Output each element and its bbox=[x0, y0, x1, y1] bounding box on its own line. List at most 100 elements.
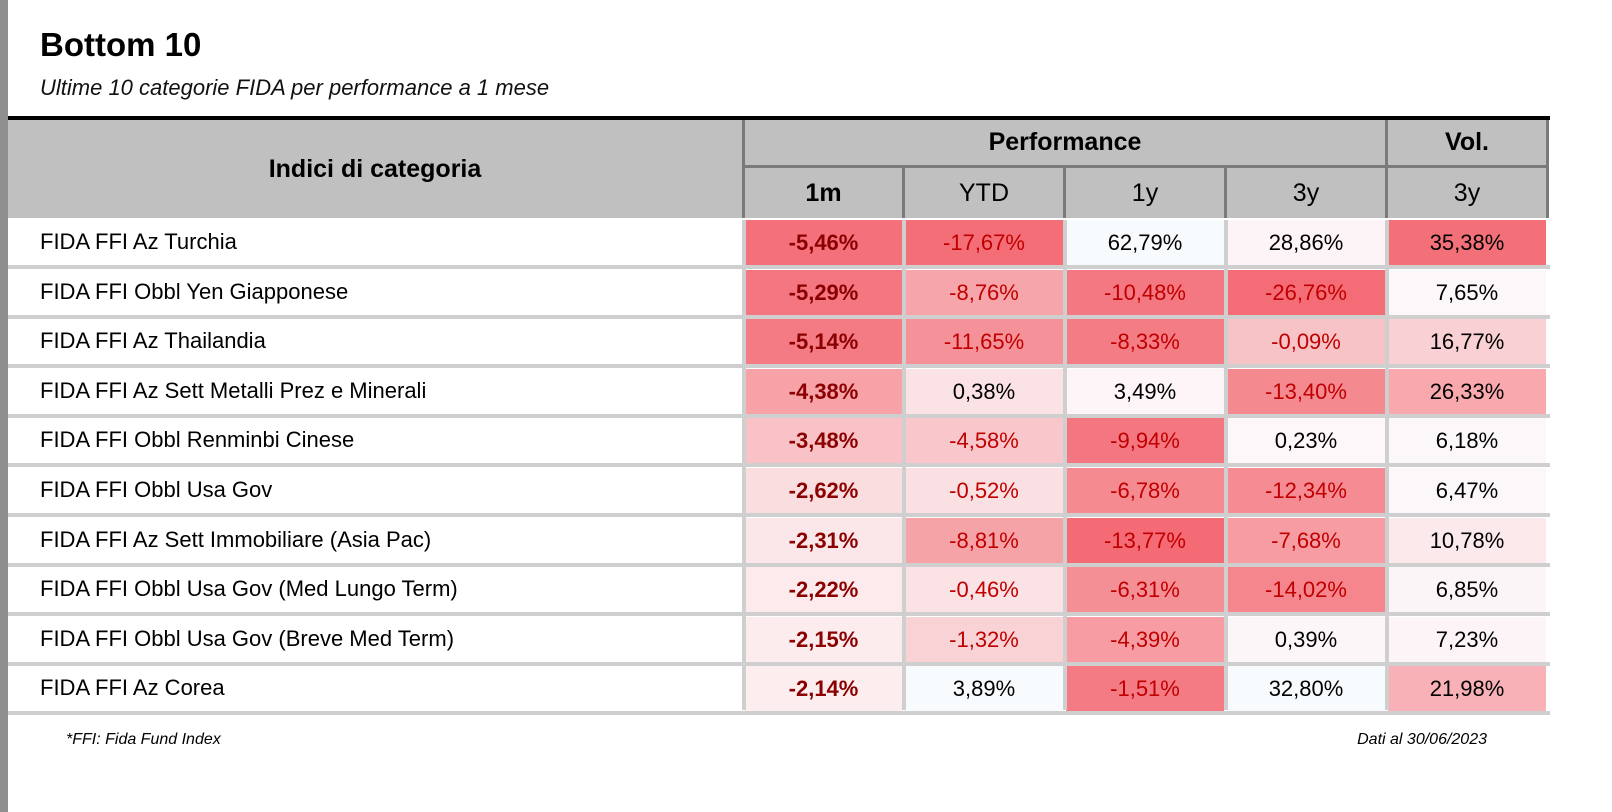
row-divider bbox=[8, 463, 1550, 467]
table-cell: -2,31% bbox=[745, 518, 902, 563]
table-cell: -4,39% bbox=[1066, 617, 1224, 662]
table-cell: -11,65% bbox=[905, 319, 1063, 364]
table-cell: -26,76% bbox=[1227, 270, 1385, 315]
row-divider bbox=[8, 265, 1550, 269]
row-divider bbox=[8, 711, 1550, 715]
table-cell: -1,32% bbox=[905, 617, 1063, 662]
col-header-3y-label: 3y bbox=[1292, 178, 1320, 207]
table-cell: -5,46% bbox=[745, 220, 902, 265]
column-divider bbox=[742, 220, 746, 710]
table-cell: -14,02% bbox=[1227, 567, 1385, 612]
table-cell: -2,15% bbox=[745, 617, 902, 662]
row-divider bbox=[8, 662, 1550, 666]
table-cell: -13,77% bbox=[1066, 518, 1224, 563]
table-cell: 28,86% bbox=[1227, 220, 1385, 265]
row-divider bbox=[8, 315, 1550, 319]
row-label: FIDA FFI Az Corea bbox=[40, 675, 225, 700]
row-label: FIDA FFI Obbl Usa Gov (Breve Med Term) bbox=[40, 626, 455, 651]
col-header-ytd: YTD bbox=[905, 168, 1063, 218]
table-cell: -4,38% bbox=[745, 369, 902, 414]
table-cell: -7,68% bbox=[1227, 518, 1385, 563]
table-cell: 0,39% bbox=[1227, 617, 1385, 662]
row-label: FIDA FFI Az Sett Immobiliare (Asia Pac) bbox=[40, 527, 432, 552]
row-divider bbox=[8, 612, 1550, 616]
table-cell: 3,89% bbox=[905, 666, 1063, 711]
column-divider bbox=[1385, 220, 1389, 710]
column-divider bbox=[1224, 220, 1228, 710]
table-cell: -17,67% bbox=[905, 220, 1063, 265]
table-cell: 35,38% bbox=[1388, 220, 1546, 265]
table-cell: 62,79% bbox=[1066, 220, 1224, 265]
table-cell: -1,51% bbox=[1066, 666, 1224, 711]
table-cell: 6,85% bbox=[1388, 567, 1546, 612]
table-cell: -3,48% bbox=[745, 418, 902, 463]
page-title: Bottom 10 bbox=[40, 26, 202, 63]
col-header-1y-label: 1y bbox=[1131, 178, 1159, 207]
col-header-ytd-label: YTD bbox=[959, 178, 1009, 207]
table-cell: 7,65% bbox=[1388, 270, 1546, 315]
column-divider bbox=[1063, 220, 1067, 710]
header-divider bbox=[1385, 120, 1388, 218]
table-cell: 0,23% bbox=[1227, 418, 1385, 463]
page-subtitle: Ultime 10 categorie FIDA per performance… bbox=[40, 75, 550, 100]
row-divider bbox=[8, 513, 1550, 517]
header-divider bbox=[1224, 165, 1227, 218]
performance-header-label: Performance bbox=[988, 128, 1142, 156]
row-label: FIDA FFI Az Thailandia bbox=[40, 328, 266, 353]
col-header-vol-3y: 3y bbox=[1388, 168, 1546, 218]
table-cell: 3,49% bbox=[1066, 369, 1224, 414]
table-top-rule bbox=[8, 116, 1550, 120]
table-cell: -0,46% bbox=[905, 567, 1063, 612]
header-divider bbox=[742, 165, 1549, 168]
table-cell: -8,33% bbox=[1066, 319, 1224, 364]
table-cell: -2,14% bbox=[745, 666, 902, 711]
performance-header: Performance bbox=[745, 120, 1385, 165]
col-header-1m: 1m bbox=[745, 168, 902, 218]
footnote: *FFI: Fida Fund Index bbox=[66, 731, 221, 748]
table-cell: -13,40% bbox=[1227, 369, 1385, 414]
table-cell: -2,62% bbox=[745, 468, 902, 513]
table-cell: 6,18% bbox=[1388, 418, 1546, 463]
table-cell: -4,58% bbox=[905, 418, 1063, 463]
table-cell: -12,34% bbox=[1227, 468, 1385, 513]
header-divider bbox=[1063, 165, 1066, 218]
table-cell: 6,47% bbox=[1388, 468, 1546, 513]
row-label: FIDA FFI Obbl Yen Giapponese bbox=[40, 279, 349, 304]
table-cell: -2,22% bbox=[745, 567, 902, 612]
table-cell: -8,81% bbox=[905, 518, 1063, 563]
row-label: FIDA FFI Az Turchia bbox=[40, 229, 237, 254]
table-cell: 21,98% bbox=[1388, 666, 1546, 711]
col-header-1y: 1y bbox=[1066, 168, 1224, 218]
table-cell: 16,77% bbox=[1388, 319, 1546, 364]
date-note: Dati al 30/06/2023 bbox=[1357, 731, 1487, 748]
vol-header-label: Vol. bbox=[1445, 128, 1489, 156]
col-header-1m-label: 1m bbox=[805, 178, 842, 207]
table-cell: -5,29% bbox=[745, 270, 902, 315]
table-cell: -6,78% bbox=[1066, 468, 1224, 513]
table-cell: 26,33% bbox=[1388, 369, 1546, 414]
column-divider bbox=[902, 220, 906, 710]
table-cell: 10,78% bbox=[1388, 518, 1546, 563]
table-cell: -0,52% bbox=[905, 468, 1063, 513]
header-divider bbox=[902, 165, 905, 218]
row-divider bbox=[8, 563, 1550, 567]
table-cell: -6,31% bbox=[1066, 567, 1224, 612]
table-cell: -8,76% bbox=[905, 270, 1063, 315]
row-label: FIDA FFI Obbl Usa Gov bbox=[40, 477, 273, 502]
category-header-label: Indici di categoria bbox=[268, 154, 482, 183]
table-cell: -9,94% bbox=[1066, 418, 1224, 463]
header-divider bbox=[742, 120, 745, 218]
col-header-3y: 3y bbox=[1227, 168, 1385, 218]
table-cell: 0,38% bbox=[905, 369, 1063, 414]
row-label: FIDA FFI Obbl Usa Gov (Med Lungo Term) bbox=[40, 576, 458, 601]
table-cell: -0,09% bbox=[1227, 319, 1385, 364]
table-cell: 7,23% bbox=[1388, 617, 1546, 662]
row-divider bbox=[8, 364, 1550, 368]
row-divider bbox=[8, 414, 1550, 418]
row-label: FIDA FFI Obbl Renminbi Cinese bbox=[40, 427, 355, 452]
row-label: FIDA FFI Az Sett Metalli Prez e Minerali bbox=[40, 378, 427, 403]
category-header: Indici di categoria bbox=[8, 120, 742, 218]
table-cell: -5,14% bbox=[745, 319, 902, 364]
col-header-vol-3y-label: 3y bbox=[1453, 178, 1481, 207]
table-cell: 32,80% bbox=[1227, 666, 1385, 711]
